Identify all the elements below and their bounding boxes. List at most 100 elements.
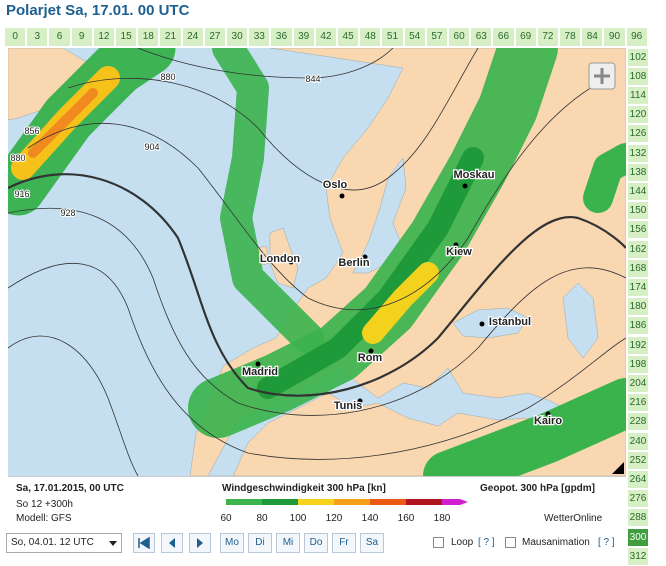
- hour-button[interactable]: 27: [203, 27, 226, 47]
- hour-button[interactable]: 162: [627, 239, 649, 259]
- first-button[interactable]: [133, 533, 155, 553]
- mouse-help[interactable]: [ ? ]: [598, 537, 615, 548]
- day-button[interactable]: Mi: [276, 533, 300, 553]
- day-button[interactable]: Di: [248, 533, 272, 553]
- resize-corner[interactable]: [612, 462, 624, 474]
- hour-button[interactable]: 240: [627, 431, 649, 451]
- city-label: Oslo: [323, 179, 348, 191]
- hour-button[interactable]: 276: [627, 489, 649, 509]
- loop-help[interactable]: [ ? ]: [478, 537, 495, 548]
- hour-button[interactable]: 216: [627, 393, 649, 413]
- hour-button[interactable]: 132: [627, 143, 649, 163]
- hour-button[interactable]: 114: [627, 85, 649, 106]
- hour-button[interactable]: 66: [492, 27, 515, 47]
- hour-button[interactable]: 21: [159, 27, 182, 47]
- hour-button[interactable]: 102: [627, 47, 649, 67]
- hour-button[interactable]: 60: [448, 27, 471, 47]
- hour-button[interactable]: 78: [559, 27, 582, 47]
- hour-button[interactable]: 3: [26, 27, 49, 47]
- hour-button[interactable]: 252: [627, 450, 649, 470]
- hour-button[interactable]: 156: [627, 220, 649, 240]
- hour-button[interactable]: 180: [627, 297, 649, 317]
- hour-button[interactable]: 144: [627, 181, 649, 202]
- contours: [8, 48, 626, 476]
- hour-button[interactable]: 204: [627, 373, 649, 394]
- next-button[interactable]: [189, 533, 211, 553]
- loop-checkbox[interactable]: [433, 537, 444, 548]
- day-button[interactable]: Do: [304, 533, 328, 553]
- city-label: Tunis: [334, 400, 363, 412]
- hour-button[interactable]: 186: [627, 316, 649, 336]
- weather-map: Oslo Moskau Kiew Berlin London Istanbul Madrid…: [8, 48, 626, 476]
- mouse-checkbox[interactable]: [505, 537, 516, 548]
- hour-button[interactable]: 138: [627, 162, 649, 182]
- day-button[interactable]: Sa: [360, 533, 384, 553]
- color-segment: [370, 499, 406, 505]
- hour-button[interactable]: 51: [381, 27, 404, 47]
- mouse-label: Mausanimation: [522, 537, 590, 548]
- city-dot: [362, 254, 368, 260]
- zoom-button[interactable]: [588, 62, 616, 90]
- hour-button[interactable]: 36: [270, 27, 293, 47]
- hour-button[interactable]: 72: [536, 27, 559, 47]
- hour-button[interactable]: 57: [425, 27, 448, 47]
- day-button[interactable]: Mo: [220, 533, 244, 553]
- hour-button[interactable]: 0: [4, 27, 27, 47]
- hour-button[interactable]: 192: [627, 335, 649, 355]
- hour-button[interactable]: 39: [292, 27, 315, 47]
- jet-streams: [8, 48, 626, 476]
- hour-button[interactable]: 6: [48, 27, 71, 47]
- hour-button[interactable]: 30: [226, 27, 249, 47]
- hour-button[interactable]: 174: [627, 277, 649, 298]
- hour-button[interactable]: 150: [627, 201, 649, 221]
- hour-button[interactable]: 288: [627, 508, 649, 528]
- hour-button[interactable]: 168: [627, 258, 649, 278]
- prev-button[interactable]: [161, 533, 183, 553]
- hour-button[interactable]: 126: [627, 124, 649, 144]
- loop-label: Loop: [451, 537, 474, 548]
- contour-label: 880: [10, 153, 25, 163]
- hour-button[interactable]: 24: [181, 27, 204, 47]
- hour-button[interactable]: 15: [115, 27, 138, 47]
- hour-button[interactable]: 33: [248, 27, 271, 47]
- color-segment: [406, 499, 442, 505]
- model: Modell: GFS: [16, 513, 72, 524]
- city-dot: [288, 259, 294, 265]
- run-select[interactable]: So, 04.01. 12 UTC: [6, 533, 122, 553]
- hour-button[interactable]: 18: [137, 27, 160, 47]
- map-labels: Oslo Moskau Kiew Berlin London Istanbul Madrid…: [9, 71, 563, 428]
- hour-button[interactable]: 96: [625, 27, 648, 47]
- hour-button[interactable]: 9: [70, 27, 93, 47]
- hour-button[interactable]: 120: [627, 105, 649, 125]
- contour-label: 904: [144, 142, 159, 152]
- hour-button[interactable]: 54: [403, 27, 426, 47]
- color-tick-label: 140: [362, 513, 379, 524]
- city-label: Kiew: [446, 246, 472, 258]
- city-dot: [368, 348, 374, 354]
- run-select-text: So, 04.01. 12 UTC: [11, 537, 94, 548]
- city-label: Kairo: [534, 415, 562, 427]
- hour-button[interactable]: 84: [581, 27, 604, 47]
- city-dot: [545, 411, 551, 417]
- hour-button[interactable]: 228: [627, 412, 649, 432]
- hour-button[interactable]: 63: [470, 27, 493, 47]
- city-dot: [479, 321, 485, 327]
- issued: Sa, 17.01.2015, 00 UTC: [16, 483, 124, 494]
- hour-button[interactable]: 90: [603, 27, 626, 47]
- hour-button[interactable]: 12: [92, 27, 115, 47]
- hour-button[interactable]: 108: [627, 66, 649, 86]
- contour-label: 880: [160, 72, 175, 82]
- hour-button[interactable]: 45: [337, 27, 360, 47]
- color-tick-label: 120: [326, 513, 343, 524]
- city-label: Rom: [358, 352, 383, 364]
- contour-label: 916: [14, 189, 29, 199]
- day-button[interactable]: Fr: [332, 533, 356, 553]
- hour-button[interactable]: 300: [627, 527, 649, 547]
- hour-button[interactable]: 198: [627, 354, 649, 374]
- hour-button[interactable]: 312: [627, 546, 649, 566]
- city-label: Moskau: [454, 169, 495, 181]
- hour-button[interactable]: 264: [627, 469, 649, 490]
- hour-button[interactable]: 42: [314, 27, 337, 47]
- hour-button[interactable]: 48: [359, 27, 382, 47]
- hour-button[interactable]: 69: [514, 27, 537, 47]
